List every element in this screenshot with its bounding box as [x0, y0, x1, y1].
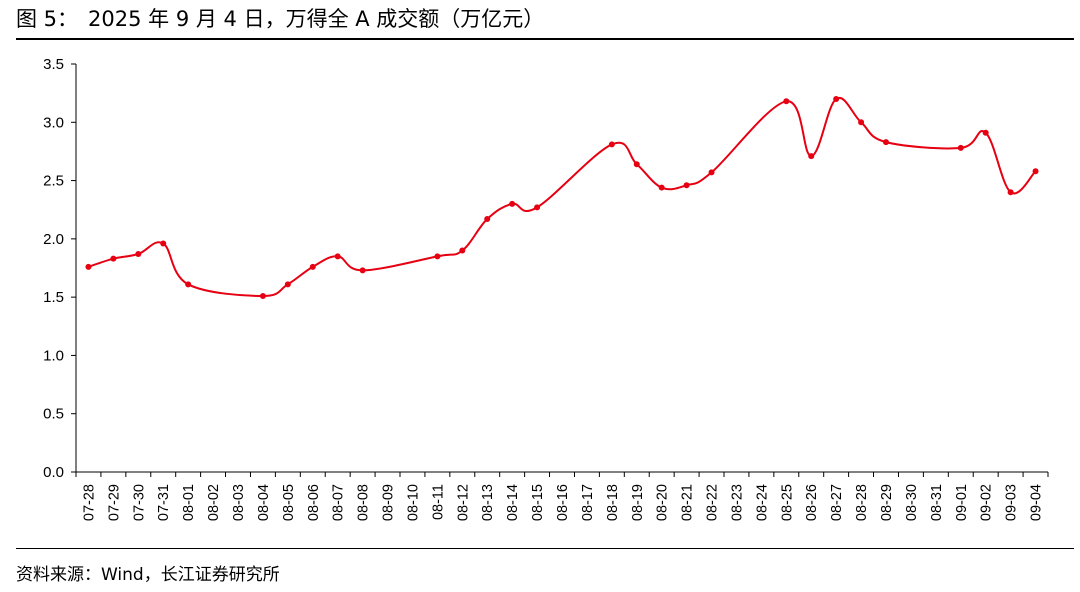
- source-note: 资料来源：Wind，长江证券研究所: [16, 565, 280, 585]
- x-tick-label: 08-19: [630, 484, 646, 521]
- x-tick-label: 08-14: [505, 484, 521, 521]
- x-tick-label: 08-29: [879, 484, 895, 521]
- chart-area: 0.0 0.5 1.0 1.5 2.0 2.5 3.0 3.5 07-28 07-29 07-30 0…: [0, 40, 1080, 548]
- y-tick-label: 2.0: [43, 231, 64, 248]
- x-tick-label: 08-02: [206, 484, 222, 521]
- data-point: [309, 263, 316, 270]
- x-tick-label: 09-01: [954, 484, 970, 521]
- x-tick-label: 09-02: [979, 484, 995, 521]
- data-point: [334, 253, 341, 260]
- data-point: [459, 247, 466, 254]
- data-point: [982, 129, 989, 136]
- figure-label: 图 5：: [16, 7, 79, 31]
- figure-title: 2025 年 9 月 4 日，万得全 A 成交额（万亿元）: [88, 7, 545, 31]
- data-point: [658, 184, 665, 191]
- x-tick-label: 08-08: [356, 484, 372, 521]
- x-tick-label: 08-30: [904, 484, 920, 521]
- data-point: [160, 240, 167, 247]
- data-point: [534, 204, 541, 211]
- x-tick-label: 07-29: [106, 484, 122, 521]
- data-point: [883, 139, 889, 146]
- x-tick-label: 08-16: [555, 484, 571, 521]
- x-tick-label: 08-07: [331, 484, 347, 521]
- series-line: [88, 96, 1037, 297]
- x-tick-label: 08-10: [405, 484, 421, 521]
- x-tick-label: 08-01: [181, 484, 197, 521]
- data-point: [509, 200, 516, 207]
- y-tick-label: 3.5: [43, 56, 64, 73]
- x-tick-label: 08-12: [455, 484, 471, 521]
- x-tick-label: 08-31: [929, 484, 945, 521]
- data-point: [434, 253, 441, 260]
- x-tick-label: 08-15: [530, 484, 546, 521]
- x-tick-label: 07-31: [156, 484, 172, 521]
- data-point: [110, 255, 117, 262]
- x-tick-label: 08-18: [605, 484, 621, 521]
- y-tick-label: 1.5: [43, 289, 64, 306]
- data-point: [85, 263, 92, 270]
- x-tick-label: 08-17: [580, 484, 596, 521]
- y-tick-label: 1.0: [43, 347, 64, 364]
- x-tick-label: 08-13: [480, 484, 496, 521]
- line-chart: 0.0 0.5 1.0 1.5 2.0 2.5 3.0 3.5 07-28 07-29 07-30 0…: [43, 56, 1049, 521]
- data-point: [608, 141, 615, 148]
- x-tick-label: 08-28: [854, 484, 870, 521]
- y-tick-label: 3.0: [43, 114, 64, 131]
- data-point: [284, 281, 291, 288]
- x-tick-label: 08-04: [256, 484, 272, 521]
- data-point: [185, 281, 192, 288]
- x-tick-label: 08-22: [705, 484, 721, 521]
- x-tick-label: 08-09: [381, 484, 397, 521]
- data-point: [708, 169, 715, 176]
- x-tick-label: 07-28: [81, 484, 97, 521]
- data-point: [1007, 189, 1014, 196]
- data-point: [833, 95, 840, 102]
- data-point: [1032, 168, 1039, 175]
- x-tick-label: 08-26: [804, 484, 820, 521]
- x-tick-label: 08-21: [680, 484, 696, 521]
- x-tick-label: 08-11: [430, 484, 446, 520]
- y-tick-label: 0.5: [43, 406, 64, 423]
- x-tick-label: 09-04: [1029, 484, 1045, 521]
- footer-rule: [16, 548, 1074, 549]
- x-tick-label: 08-05: [281, 484, 297, 521]
- y-tick-label: 0.0: [43, 464, 64, 481]
- data-point: [783, 98, 790, 105]
- x-tick-label: 08-25: [779, 484, 795, 521]
- data-point: [683, 182, 690, 189]
- data-point: [484, 216, 491, 223]
- data-point: [259, 292, 266, 299]
- data-point: [957, 144, 964, 151]
- data-point: [858, 119, 865, 126]
- header-rule: [16, 38, 1074, 40]
- x-tick-label: 08-06: [306, 484, 322, 521]
- x-tick-label: 09-03: [1004, 484, 1020, 521]
- data-point: [633, 161, 640, 168]
- x-tick-label: 08-03: [231, 484, 247, 521]
- x-tick-label: 08-23: [729, 484, 745, 521]
- figure-header: 图 5： 2025 年 9 月 4 日，万得全 A 成交额（万亿元）: [16, 4, 1076, 36]
- data-point: [808, 153, 815, 160]
- data-point: [359, 267, 366, 274]
- x-tick-label: 08-24: [754, 484, 770, 521]
- data-point: [135, 251, 142, 258]
- x-tick-label: 07-30: [131, 484, 147, 521]
- x-tick-label: 08-20: [655, 484, 671, 521]
- x-tick-label: 08-27: [829, 484, 845, 521]
- y-tick-label: 2.5: [43, 173, 64, 190]
